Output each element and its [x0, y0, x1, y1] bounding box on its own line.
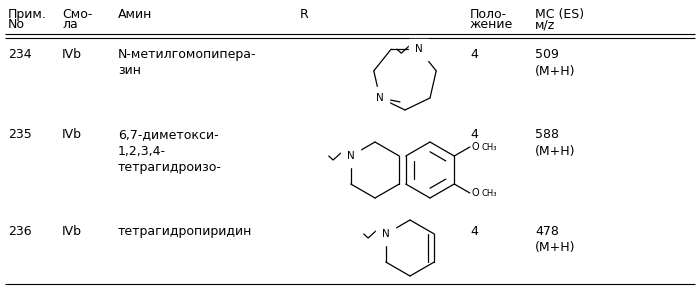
Text: IVb: IVb: [62, 128, 82, 141]
Text: No: No: [8, 18, 25, 31]
Text: 235: 235: [8, 128, 32, 141]
Text: IVb: IVb: [62, 48, 82, 61]
Text: МС (ES): МС (ES): [535, 8, 584, 21]
Text: 6,7-диметокси-
1,2,3,4-
тетрагидроизо-: 6,7-диметокси- 1,2,3,4- тетрагидроизо-: [118, 128, 222, 174]
Text: Поло-: Поло-: [470, 8, 507, 21]
Text: 4: 4: [470, 225, 478, 238]
Text: N: N: [376, 93, 384, 103]
Text: Прим.: Прим.: [8, 8, 47, 21]
Text: N: N: [382, 229, 390, 239]
Text: 236: 236: [8, 225, 32, 238]
Text: Амин: Амин: [118, 8, 153, 21]
Text: Смо-: Смо-: [62, 8, 92, 21]
Text: 4: 4: [470, 128, 478, 141]
Text: O: O: [472, 188, 480, 198]
Text: тетрагидропиридин: тетрагидропиридин: [118, 225, 253, 238]
Text: O: O: [472, 142, 480, 152]
Text: N-метилгомопипера-
зин: N-метилгомопипера- зин: [118, 48, 256, 77]
Text: CH₃: CH₃: [482, 143, 497, 151]
Text: CH₃: CH₃: [482, 189, 497, 198]
Text: N: N: [415, 44, 423, 54]
Text: жение: жение: [470, 18, 513, 31]
Text: N: N: [347, 151, 355, 161]
Text: 588
(M+H): 588 (M+H): [535, 128, 575, 158]
Text: IVb: IVb: [62, 225, 82, 238]
Text: 4: 4: [470, 48, 478, 61]
Text: 234: 234: [8, 48, 32, 61]
Text: 478
(M+H): 478 (M+H): [535, 225, 575, 255]
Text: 509
(M+H): 509 (M+H): [535, 48, 575, 77]
Text: ла: ла: [62, 18, 78, 31]
Text: R: R: [300, 8, 309, 21]
Text: м/z: м/z: [535, 18, 555, 31]
